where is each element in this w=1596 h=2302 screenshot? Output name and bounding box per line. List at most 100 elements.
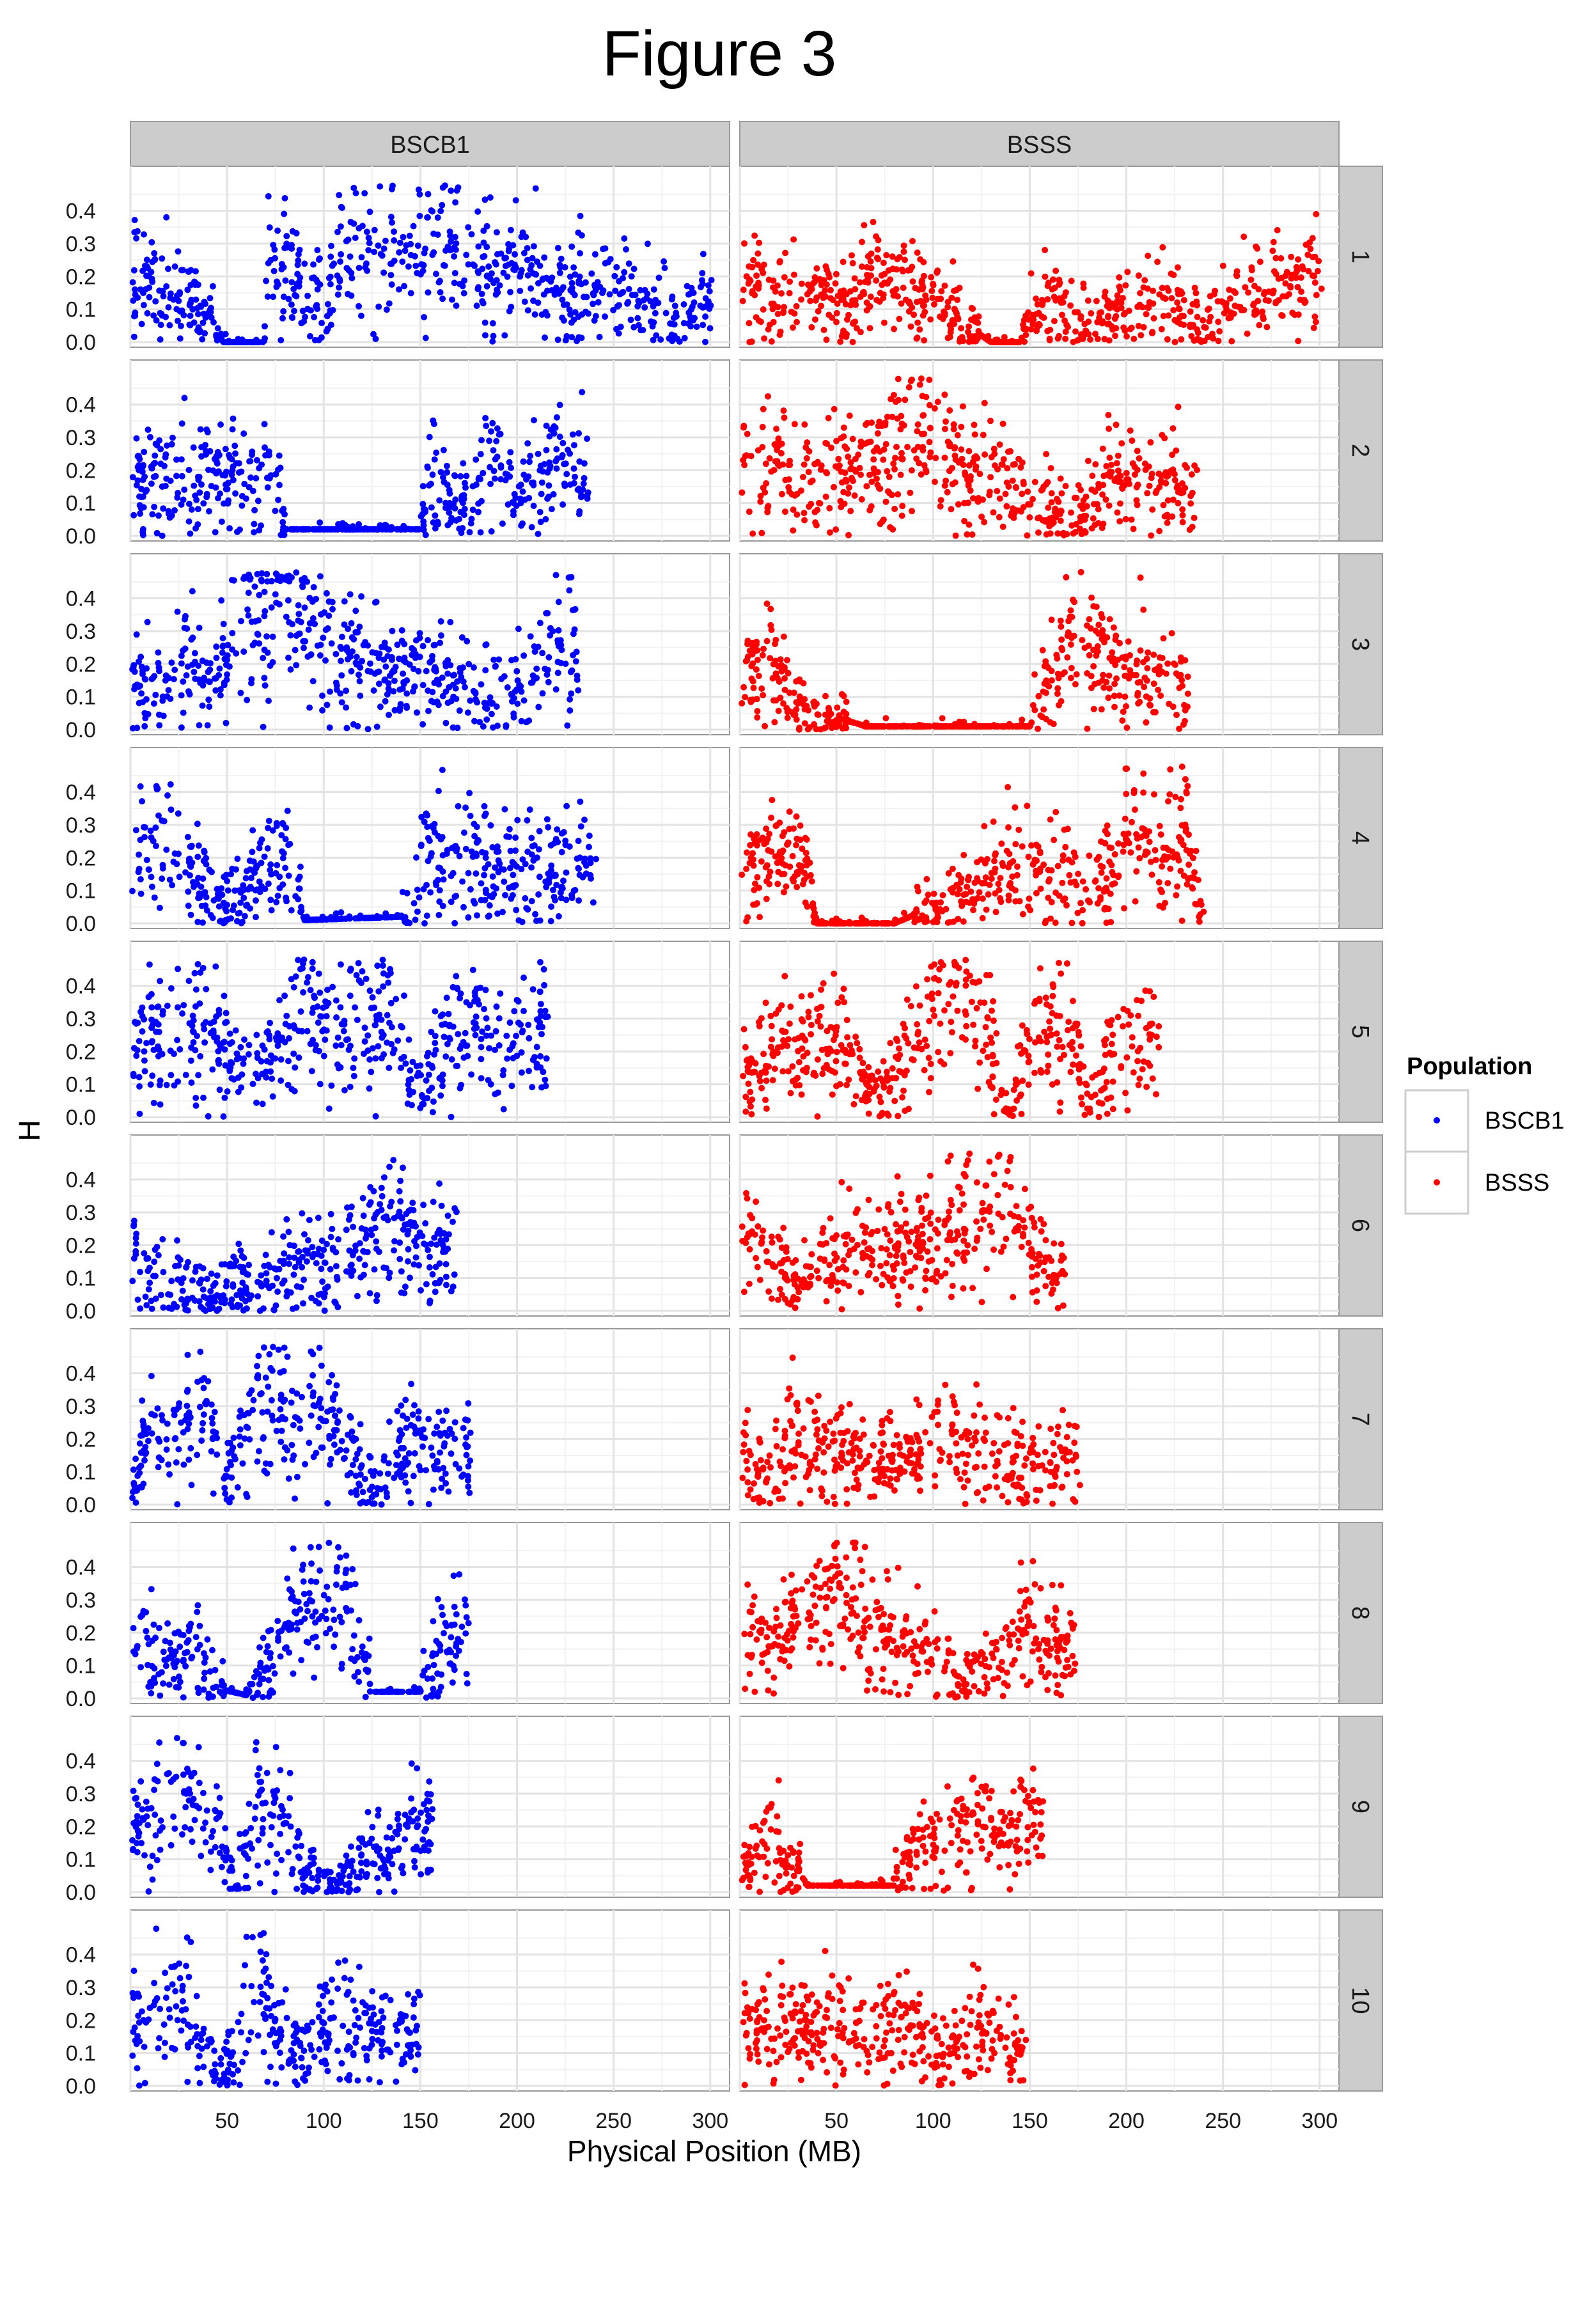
data-point <box>1026 514 1033 521</box>
data-point <box>772 657 779 664</box>
data-point <box>1013 484 1020 491</box>
data-point <box>568 574 575 581</box>
data-point <box>507 847 514 854</box>
data-point <box>451 505 458 512</box>
data-point <box>424 464 431 471</box>
data-point <box>1148 471 1155 477</box>
data-point <box>612 287 619 294</box>
data-point <box>1049 276 1056 283</box>
data-point <box>1047 326 1054 333</box>
panel-background <box>130 359 730 542</box>
data-point <box>514 700 521 707</box>
data-point <box>1226 295 1233 302</box>
panel-bsss-chr4 <box>739 747 1340 929</box>
data-point <box>987 474 994 481</box>
data-point <box>136 700 143 707</box>
data-point <box>314 286 321 293</box>
data-point <box>447 618 454 625</box>
data-point <box>919 284 927 291</box>
data-point <box>791 310 798 317</box>
data-point <box>590 301 597 308</box>
data-point <box>818 291 825 298</box>
data-point <box>265 260 272 267</box>
data-point <box>811 919 818 926</box>
data-point <box>293 662 300 669</box>
data-point <box>790 271 797 278</box>
data-point <box>900 242 907 249</box>
data-point <box>295 611 302 618</box>
data-point <box>1056 281 1063 288</box>
data-point <box>833 309 840 317</box>
data-point <box>214 460 221 467</box>
data-point <box>295 617 302 624</box>
data-point <box>1137 574 1144 581</box>
data-point <box>140 302 147 309</box>
data-point <box>285 295 292 302</box>
data-point <box>1088 594 1095 601</box>
data-point <box>1256 258 1264 265</box>
data-point <box>554 336 561 343</box>
data-point <box>194 521 201 528</box>
data-point <box>1005 864 1012 871</box>
data-point <box>260 655 267 661</box>
data-point <box>283 240 290 247</box>
data-point <box>512 656 519 662</box>
data-point <box>1012 804 1019 811</box>
data-point <box>496 860 503 867</box>
data-point <box>366 240 373 247</box>
data-point <box>1073 671 1080 678</box>
data-point <box>322 627 329 633</box>
data-point <box>442 499 449 506</box>
data-point <box>1159 244 1166 251</box>
data-point <box>804 439 811 446</box>
data-point <box>826 274 833 281</box>
data-point <box>497 462 505 469</box>
data-point <box>558 830 565 837</box>
data-point <box>653 332 660 339</box>
data-point <box>1118 440 1125 447</box>
data-point <box>785 462 792 469</box>
data-point <box>429 471 436 478</box>
data-point <box>937 313 943 320</box>
data-point <box>217 490 223 497</box>
data-point <box>453 302 460 309</box>
data-point <box>338 645 345 652</box>
data-point <box>437 632 444 639</box>
data-point <box>959 403 966 410</box>
data-point <box>909 238 916 244</box>
data-point <box>1047 816 1054 823</box>
column-strip-bscb1 <box>130 121 730 167</box>
data-point <box>1051 836 1058 843</box>
data-point <box>482 886 489 893</box>
data-point <box>952 532 959 539</box>
data-point <box>223 468 230 475</box>
data-point <box>772 697 779 704</box>
data-point <box>873 475 880 482</box>
data-point <box>403 690 411 697</box>
data-point <box>899 456 906 463</box>
data-point <box>182 645 189 652</box>
data-point <box>825 414 832 421</box>
data-point <box>203 861 210 868</box>
data-point <box>338 672 345 679</box>
data-point <box>743 452 750 459</box>
data-point <box>279 855 286 861</box>
data-point <box>249 487 256 494</box>
data-point <box>1287 283 1294 290</box>
data-point <box>1114 509 1121 516</box>
data-point <box>129 888 136 895</box>
data-point <box>971 454 978 461</box>
data-point <box>1189 489 1196 496</box>
data-point <box>200 500 207 507</box>
data-point <box>1162 900 1168 907</box>
data-point <box>581 817 588 823</box>
data-point <box>1293 263 1300 270</box>
data-point <box>514 677 521 684</box>
data-point <box>481 704 489 711</box>
data-point <box>655 274 662 281</box>
data-point <box>195 895 202 902</box>
data-point <box>1282 280 1289 287</box>
data-point <box>1002 490 1009 497</box>
data-point <box>1037 885 1044 892</box>
